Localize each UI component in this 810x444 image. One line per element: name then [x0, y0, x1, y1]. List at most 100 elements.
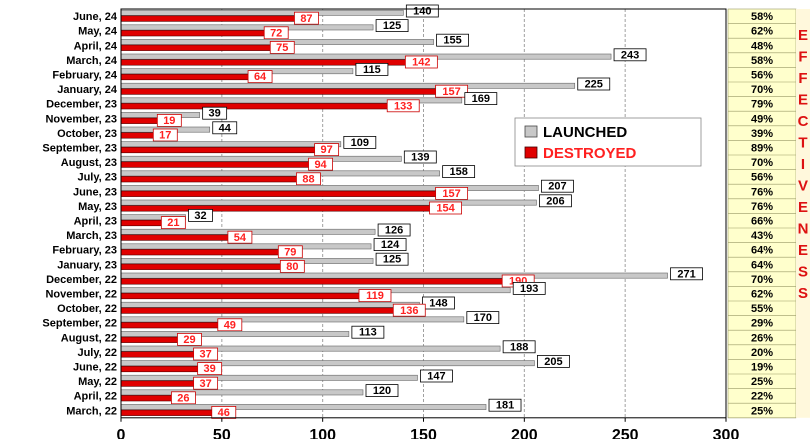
- category-label: September, 22: [42, 318, 117, 330]
- launched-bar: [120, 389, 364, 396]
- destroyed-value-label: 75: [276, 42, 288, 54]
- launched-value-label: 32: [194, 210, 206, 222]
- destroyed-bar: [120, 292, 362, 300]
- effectiveness-value: 64%: [751, 245, 773, 257]
- destroyed-bar: [120, 161, 311, 168]
- category-label: August, 22: [61, 332, 117, 344]
- destroyed-value-label: 21: [167, 217, 179, 229]
- launched-value-label: 158: [449, 166, 467, 178]
- destroyed-value-box: [156, 114, 182, 127]
- destroyed-value-label: 154: [436, 203, 455, 215]
- launched-value-box: [539, 194, 572, 208]
- destroyed-value-label: 46: [218, 407, 230, 419]
- side-label-letter: F: [798, 49, 807, 66]
- launched-value-label: 181: [496, 400, 514, 412]
- launched-value-box: [488, 398, 522, 412]
- destroyed-value-box: [247, 70, 273, 83]
- launched-bar: [120, 155, 402, 162]
- effectiveness-value: 64%: [751, 259, 773, 271]
- destroyed-value-box: [294, 11, 319, 25]
- launched-bar: [120, 9, 404, 16]
- effectiveness-value: 62%: [751, 26, 773, 38]
- destroyed-value-box: [197, 362, 223, 376]
- category-label: June, 23: [73, 186, 117, 198]
- destroyed-bar: [120, 219, 164, 227]
- destroyed-bar: [120, 73, 251, 81]
- category-label: May, 22: [78, 376, 117, 388]
- launched-value-box: [512, 281, 546, 295]
- effectiveness-value: 25%: [751, 376, 773, 388]
- destroyed-bar: [120, 103, 390, 110]
- side-label-area: [796, 9, 810, 418]
- destroyed-bar: [120, 380, 196, 387]
- destroyed-value-box: [217, 318, 243, 332]
- launched-bar: [120, 331, 350, 337]
- destroyed-bar: [120, 44, 273, 51]
- side-label-letter: S: [798, 285, 808, 302]
- category-label: July, 22: [77, 347, 117, 359]
- destroyed-bar: [120, 409, 215, 416]
- category-label: April, 23: [74, 215, 117, 227]
- launched-value-label: 125: [383, 20, 401, 32]
- side-label-letter: E: [798, 242, 808, 259]
- x-tick-label: 50: [213, 427, 231, 439]
- legend-label-launched: LAUNCHED: [543, 124, 627, 141]
- launched-value-label: 188: [510, 341, 528, 353]
- launched-value-label: 148: [429, 298, 447, 310]
- destroyed-value-label: 64: [254, 71, 267, 83]
- side-label-letter: F: [798, 70, 807, 87]
- category-label: September, 23: [42, 142, 117, 154]
- launched-value-box: [466, 311, 500, 325]
- x-tick-label: 200: [511, 427, 538, 439]
- destroyed-value-label: 54: [234, 232, 247, 244]
- destroyed-bar: [120, 146, 317, 154]
- destroyed-value-box: [152, 128, 178, 142]
- legend-label-destroyed: DESTROYED: [543, 145, 637, 162]
- destroyed-value-label: 49: [224, 319, 236, 331]
- destroyed-value-label: 80: [286, 261, 298, 273]
- launched-bar: [120, 345, 501, 352]
- launched-bar: [120, 272, 668, 279]
- destroyed-bar: [120, 176, 299, 183]
- launched-bar: [120, 68, 354, 75]
- category-label: January, 23: [57, 259, 117, 271]
- destroyed-bar: [120, 365, 200, 373]
- launched-value-label: 271: [677, 268, 695, 280]
- launched-bar: [120, 258, 374, 264]
- legend-box: [514, 117, 702, 167]
- launched-bar: [120, 404, 487, 410]
- side-label-letter: T: [798, 135, 807, 152]
- category-label: June, 24: [73, 11, 118, 23]
- effectiveness-value: 20%: [751, 347, 773, 359]
- launched-bar: [120, 185, 539, 191]
- destroyed-value-label: 29: [183, 334, 195, 346]
- category-label: December, 22: [46, 274, 117, 286]
- destroyed-value-label: 142: [412, 57, 430, 69]
- launched-value-label: 126: [385, 225, 403, 237]
- launched-value-box: [377, 223, 411, 237]
- category-label: November, 22: [45, 288, 117, 300]
- launched-value-box: [420, 369, 453, 383]
- launched-value-box: [343, 135, 377, 149]
- launched-value-box: [537, 354, 570, 368]
- launched-bar: [120, 316, 465, 323]
- launched-value-label: 147: [427, 371, 445, 383]
- launched-value-label: 139: [411, 152, 429, 164]
- destroyed-bar: [120, 30, 267, 37]
- category-label: May, 23: [78, 201, 117, 213]
- destroyed-bar: [120, 249, 281, 256]
- launched-value-box: [202, 106, 228, 120]
- destroyed-value-box: [435, 186, 469, 200]
- launched-value-box: [212, 121, 238, 135]
- category-label: March, 24: [66, 55, 118, 67]
- category-label: July, 23: [77, 172, 117, 184]
- destroyed-value-label: 37: [199, 378, 211, 390]
- launched-bar: [120, 374, 418, 381]
- destroyed-value-label: 39: [204, 363, 216, 375]
- launched-value-label: 243: [621, 49, 639, 61]
- destroyed-value-label: 119: [366, 290, 384, 302]
- launched-value-label: 193: [520, 283, 538, 295]
- destroyed-value-box: [211, 405, 237, 419]
- launched-value-box: [613, 48, 647, 62]
